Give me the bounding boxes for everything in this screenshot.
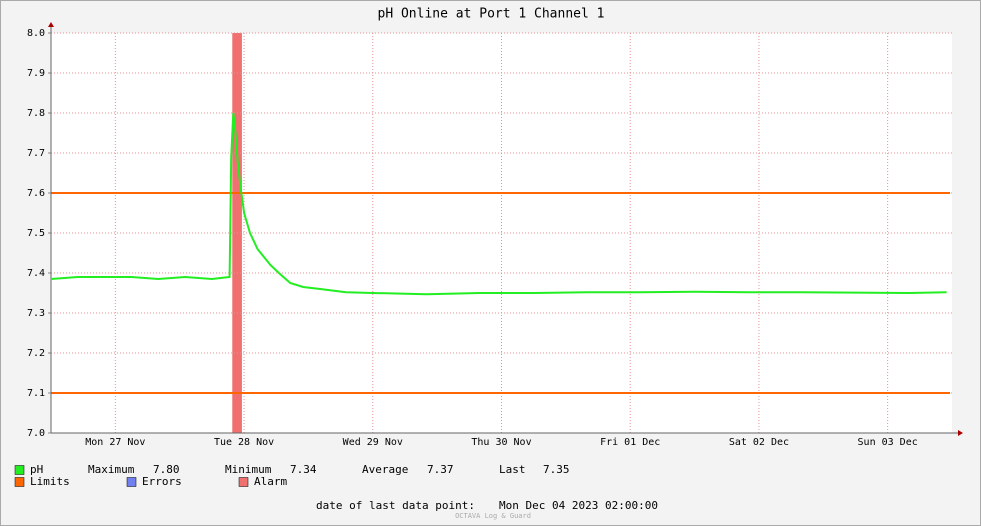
legend-label: Limits [30,475,70,488]
x-tick-label: Thu 30 Nov [471,437,531,448]
x-tick-label: Wed 29 Nov [343,437,403,448]
y-tick-label: 7.4 [27,268,45,279]
x-tick-label: Sun 03 Dec [858,437,918,448]
stat-label: Maximum [88,463,135,476]
legend-label: pH [30,463,43,476]
legend-swatch [14,465,25,475]
y-tick-label: 7.7 [27,148,45,159]
footer-label: date of last data point: [316,499,475,512]
y-tick-label: 7.3 [27,308,45,319]
y-tick-label: 7.9 [27,68,45,79]
y-axis-arrow [48,22,54,27]
legend-swatch [238,477,249,487]
y-tick-label: 7.0 [27,428,45,439]
x-tick-label: Sat 02 Dec [729,437,789,448]
y-tick-label: 7.2 [27,348,45,359]
stat-label: Minimum [225,463,272,476]
stat-value: 7.80 [153,463,180,476]
data-line [50,112,947,296]
x-tick-label: Mon 27 Nov [85,437,145,448]
x-tick-label: Tue 28 Nov [214,437,274,448]
y-tick-label: 7.8 [27,108,45,119]
watermark: OCTAVA Log & Guard [455,512,531,520]
legend-label: Alarm [254,475,287,488]
x-tick-label: Fri 01 Dec [600,437,660,448]
stat-label: Average [362,463,408,476]
y-tick-label: 7.6 [27,188,45,199]
chart-title: pH Online at Port 1 Channel 1 [378,7,605,22]
legend-swatch [126,477,137,487]
footer-value: Mon Dec 04 2023 02:00:00 [499,499,658,512]
legend-label: Errors [142,475,182,488]
y-tick-label: 7.5 [27,228,45,239]
x-axis-arrow [958,430,963,436]
stat-value: 7.37 [427,463,454,476]
stat-value: 7.34 [290,463,317,476]
y-tick-label: 7.1 [27,388,45,399]
stat-label: Last [499,463,526,476]
stat-value: 7.35 [543,463,570,476]
y-tick-label: 8.0 [27,28,45,39]
legend-swatch [14,477,25,487]
